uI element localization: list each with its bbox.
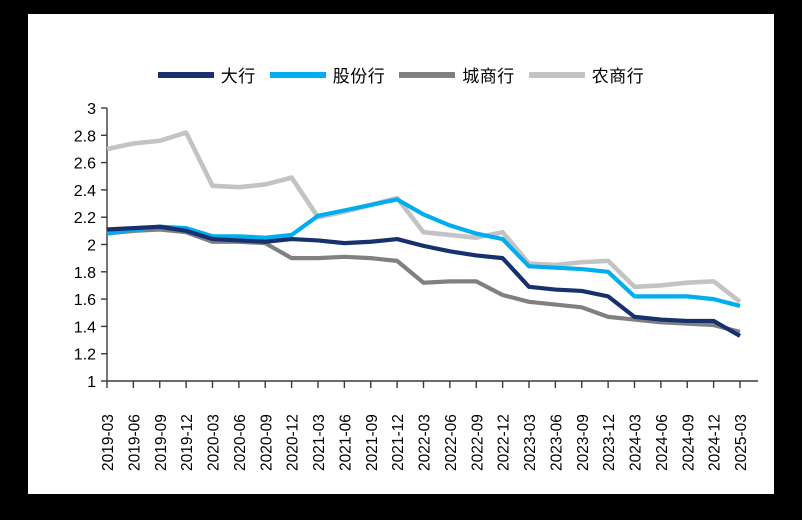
series-group	[106, 130, 742, 338]
x-tick-label: 2023-12	[601, 414, 618, 471]
y-tick-label: 2.2	[74, 210, 96, 227]
x-tick-label: 2021-06	[337, 414, 354, 471]
legend-item[interactable]: 城商行	[399, 62, 515, 87]
chart-legend: 大行 股份行 城商行 农商行	[28, 62, 774, 87]
y-tick-label: 1.2	[74, 347, 96, 364]
legend-color-swatch	[399, 71, 456, 78]
x-tick-label: 2024-12	[707, 414, 724, 471]
x-tick-label: 2024-06	[654, 414, 671, 471]
plot-area: 2019-03 2019-06 2019-09 2019-12 2020-03 2020-…	[28, 14, 774, 494]
x-tick-label: 2021-09	[364, 414, 381, 471]
legend-color-swatch	[528, 71, 585, 78]
x-tick-label: 2023-03	[522, 414, 539, 471]
y-tick-label: 2.6	[74, 156, 96, 173]
legend-color-swatch	[269, 71, 326, 78]
y-tick-label: 1.6	[74, 292, 96, 309]
x-tick-label: 2024-03	[628, 414, 645, 471]
y-tick-label: 1.4	[74, 319, 96, 336]
series-line-股份行	[106, 197, 741, 308]
legend-item[interactable]: 股份行	[269, 62, 386, 87]
series-line-农商行	[106, 130, 742, 304]
x-tick-label: 2019-09	[153, 414, 170, 471]
x-tick-label: 2024-09	[680, 414, 697, 471]
x-tick-label: 2021-12	[390, 414, 407, 471]
series-line-城商行	[106, 227, 741, 334]
y-tick-label: 2.8	[74, 128, 96, 145]
y-tick-label: 1	[87, 374, 96, 391]
chart-card: 大行 股份行 城商行 农商行 2019-03 2019-06 2019-09 2019-12…	[28, 14, 774, 494]
x-tick-label: 2023-09	[575, 414, 592, 471]
x-tick-label: 2023-06	[548, 414, 565, 471]
x-tick-label: 2022-06	[443, 414, 460, 471]
axis-group	[101, 107, 758, 388]
legend-color-swatch	[157, 71, 214, 78]
x-tick-label: 2020-03	[206, 414, 223, 471]
legend-item[interactable]: 农商行	[528, 62, 645, 87]
y-tick-label: 2	[87, 238, 96, 255]
x-tick-label: 2022-12	[496, 414, 513, 471]
x-tick-label: 2022-09	[469, 414, 486, 471]
legend-item-label: 股份行	[332, 67, 386, 86]
x-tick-label: 2020-06	[232, 414, 249, 471]
x-tick-label: 2021-03	[311, 414, 328, 471]
legend-item[interactable]: 大行	[157, 62, 256, 87]
y-tick-label: 3	[87, 101, 96, 118]
y-tick-labels: 1 1.2 1.4 1.6 1.8 2 2.2 2.4 2.6 2.8 3	[74, 101, 96, 391]
line-chart-svg: 2019-03 2019-06 2019-09 2019-12 2020-03 2020-…	[74, 101, 758, 471]
series-line-大行	[106, 224, 742, 338]
x-tick-label: 2020-12	[285, 414, 302, 471]
x-tick-label: 2025-03	[733, 414, 750, 471]
x-tick-label: 2020-09	[258, 414, 275, 471]
x-tick-label: 2019-03	[100, 414, 117, 471]
legend-item-label: 城商行	[462, 67, 515, 86]
y-tick-label: 2.4	[74, 183, 96, 200]
legend-item-label: 大行	[220, 67, 256, 86]
x-tick-label: 2022-03	[417, 414, 434, 471]
x-tick-labels: 2019-03 2019-06 2019-09 2019-12 2020-03 2020-…	[100, 414, 750, 471]
x-tick-label: 2019-06	[126, 414, 143, 471]
x-tick-label: 2019-12	[179, 414, 196, 471]
y-tick-label: 1.8	[74, 265, 96, 282]
legend-item-label: 农商行	[591, 67, 645, 86]
